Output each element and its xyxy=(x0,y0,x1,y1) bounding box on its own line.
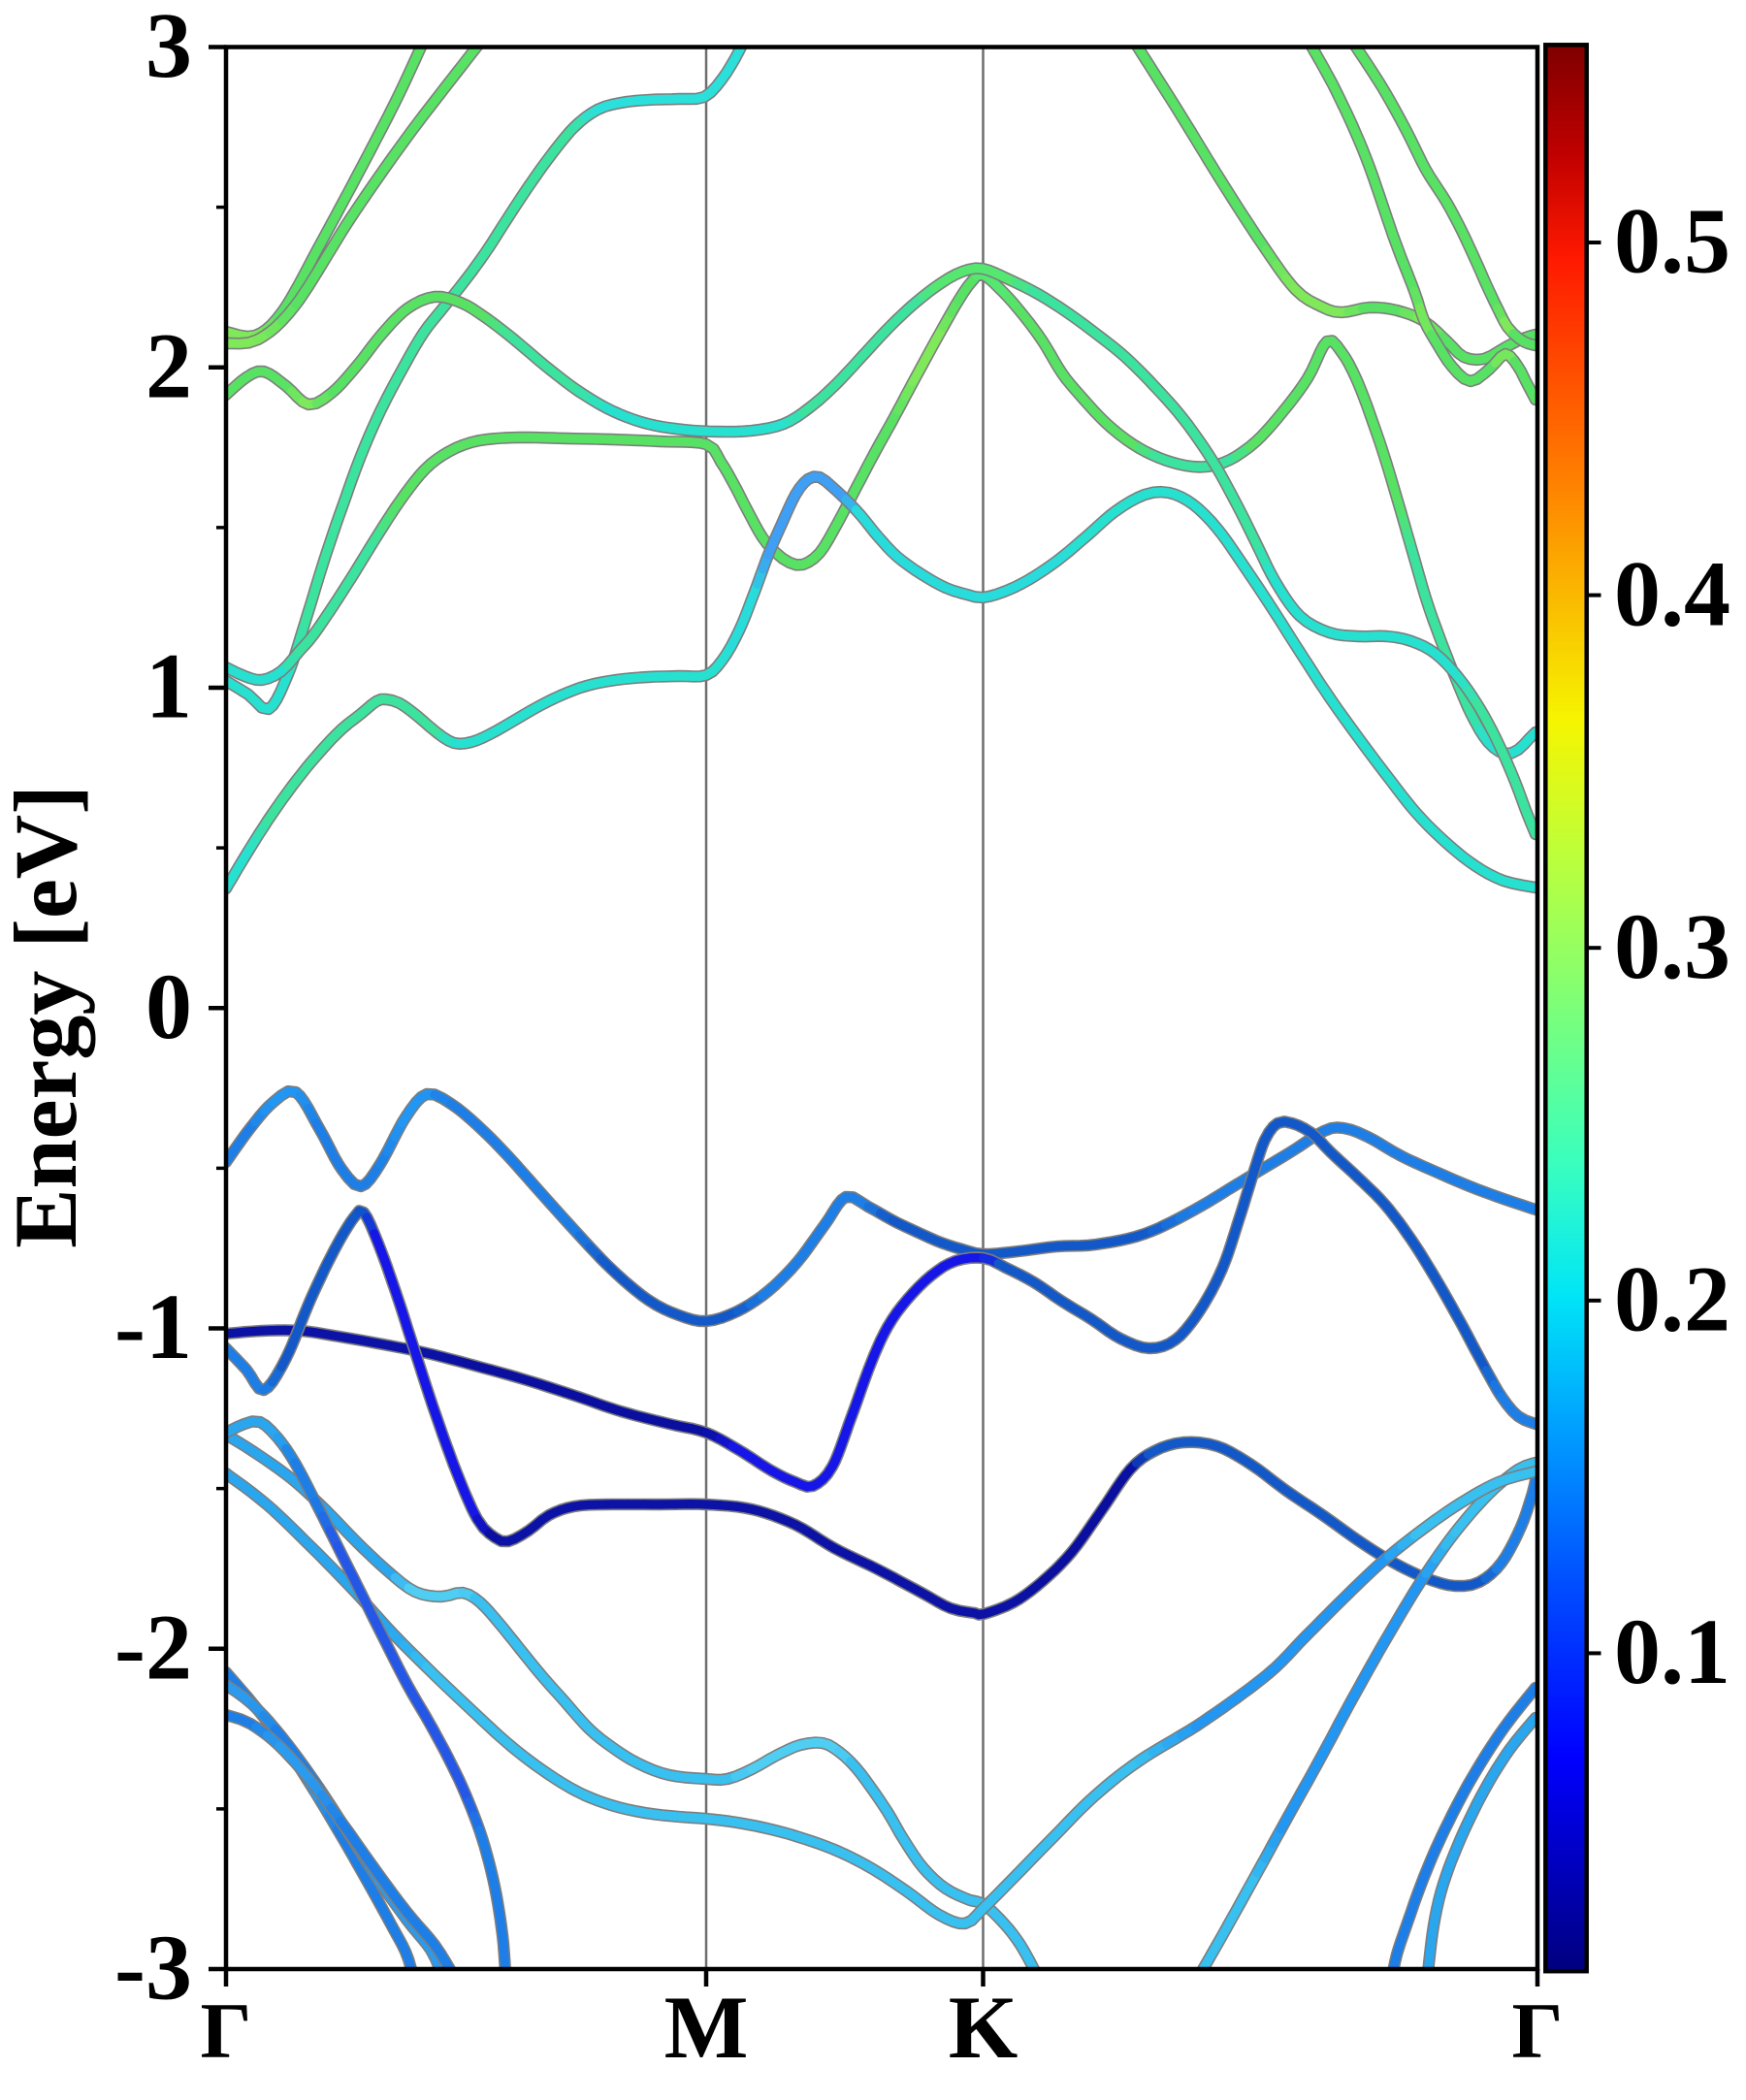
svg-text:-3: -3 xyxy=(114,1916,192,2019)
svg-text:0.2: 0.2 xyxy=(1614,1247,1730,1351)
svg-text:Γ: Γ xyxy=(1512,1987,1564,2075)
svg-text:2: 2 xyxy=(146,313,192,417)
svg-text:1: 1 xyxy=(146,634,192,738)
svg-text:0.4: 0.4 xyxy=(1614,541,1730,645)
svg-text:0.1: 0.1 xyxy=(1614,1599,1730,1703)
svg-text:0: 0 xyxy=(146,954,192,1058)
svg-text:-1: -1 xyxy=(114,1275,192,1378)
svg-text:K: K xyxy=(949,1978,1018,2077)
svg-text:M: M xyxy=(664,1978,749,2077)
svg-text:Energy [eV]: Energy [eV] xyxy=(0,785,95,1248)
svg-text:0.3: 0.3 xyxy=(1614,894,1730,998)
svg-text:0.5: 0.5 xyxy=(1614,189,1730,293)
svg-text:Γ: Γ xyxy=(201,1987,252,2075)
svg-text:3: 3 xyxy=(146,0,192,97)
svg-text:-2: -2 xyxy=(114,1595,192,1698)
